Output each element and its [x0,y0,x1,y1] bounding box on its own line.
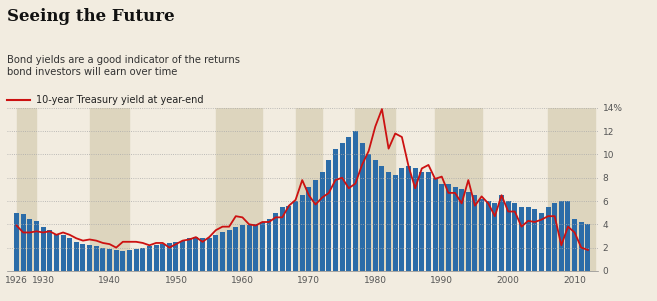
Bar [14,213,19,271]
Bar [193,237,198,271]
Bar [472,195,478,271]
Bar [366,154,371,271]
Bar [306,187,311,271]
Bar [167,243,172,271]
Bar [539,213,544,271]
Bar [141,248,145,271]
Bar [80,244,85,271]
Bar [173,242,179,271]
Bar [28,219,32,271]
Bar [246,225,252,271]
Bar [519,207,524,271]
Bar [380,166,384,271]
Bar [512,203,517,271]
Bar [545,207,551,271]
Text: Seeing the Future: Seeing the Future [7,8,174,25]
Bar [492,203,497,271]
Bar [101,248,105,271]
Bar [552,203,557,271]
Bar [486,201,491,271]
Bar [267,219,271,271]
Bar [413,169,418,271]
Bar [393,175,397,271]
Bar [572,219,577,271]
Bar [94,247,99,271]
Bar [313,180,318,271]
Bar [20,214,26,271]
Bar [446,184,451,271]
Bar [47,230,53,271]
Bar [227,230,232,271]
Bar [340,143,344,271]
Bar [399,169,404,271]
Bar [253,224,258,271]
Bar [187,238,192,271]
Bar [260,222,265,271]
Bar [373,160,378,271]
Bar [273,213,278,271]
Bar [16,108,37,271]
Bar [320,172,325,271]
Bar [154,245,158,271]
Bar [296,108,322,271]
Bar [499,195,504,271]
Bar [333,149,338,271]
Bar [585,224,591,271]
Bar [60,235,66,271]
Bar [180,240,185,271]
Bar [107,249,112,271]
Bar [419,172,424,271]
FancyBboxPatch shape [7,108,29,126]
Text: 10-year Treasury yield at year-end: 10-year Treasury yield at year-end [36,95,204,105]
Bar [579,222,584,271]
Bar [435,108,482,271]
Bar [566,201,570,271]
Bar [54,234,59,271]
Bar [114,250,119,271]
Bar [207,238,212,271]
Bar [280,207,284,271]
Bar [74,242,79,271]
Bar [300,195,305,271]
Bar [526,207,531,271]
Bar [548,108,595,271]
Bar [440,184,444,271]
Bar [327,160,331,271]
Bar [216,108,262,271]
Bar [240,225,245,271]
Bar [353,131,358,271]
Bar [160,244,165,271]
Bar [459,189,464,271]
Bar [386,172,391,271]
Bar [87,245,92,271]
Bar [293,201,298,271]
Bar [286,206,292,271]
Bar [34,221,39,271]
Bar [506,201,510,271]
Bar [89,108,129,271]
Bar [532,209,537,271]
Bar [233,227,238,271]
Bar [41,227,45,271]
Bar [432,178,438,271]
Bar [559,201,564,271]
Bar [120,251,125,271]
Bar [127,250,132,271]
Bar [479,199,484,271]
Bar [426,172,431,271]
Bar [67,238,72,271]
Bar [220,232,225,271]
Bar [133,249,139,271]
Bar [359,143,365,271]
Bar [214,235,218,271]
Bar [406,166,411,271]
Bar [355,108,396,271]
Bar [346,137,351,271]
Bar [453,187,457,271]
Bar [147,247,152,271]
Text: Annualized return over the next 10 years: Annualized return over the next 10 years [36,112,238,122]
Bar [466,192,471,271]
Text: Bond yields are a good indicator of the returns
bond investors will earn over ti: Bond yields are a good indicator of the … [7,55,240,76]
Bar [200,238,205,271]
